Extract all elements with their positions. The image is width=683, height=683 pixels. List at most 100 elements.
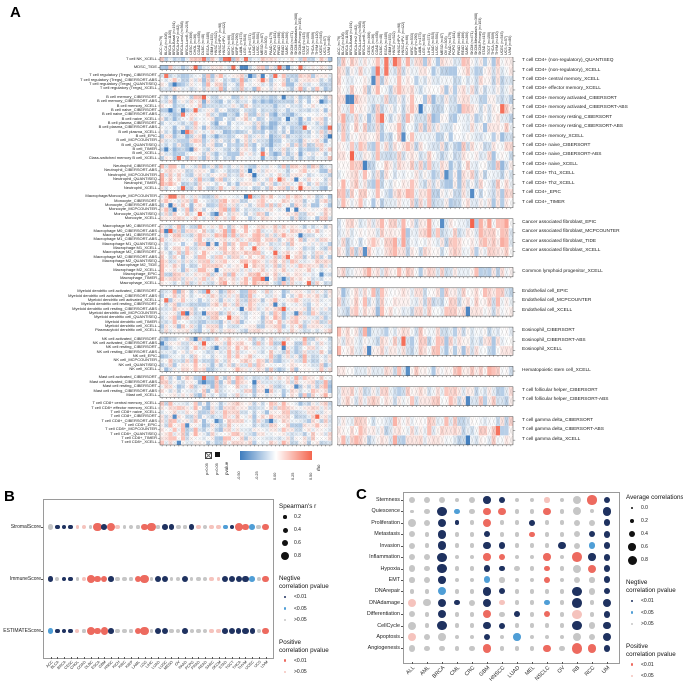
left-heatmap-row-label: B cell_XCELL — [132, 150, 157, 156]
panel-b-dot — [140, 574, 149, 584]
panel-c-dot — [424, 543, 430, 549]
panel-c-dot — [589, 509, 595, 514]
panel-c-dot — [423, 599, 431, 607]
panel-c-dot — [589, 577, 595, 583]
right-heatmap-row-label: T cell gamma delta_CIBERSORT-ABS — [522, 427, 604, 433]
panel-b-col-tick — [151, 657, 152, 659]
right-heatmap-row-label: Cancer associated fibroblast_MCPCOUNTER — [522, 229, 620, 235]
panel-c-dot — [454, 611, 460, 617]
panel-c-dot — [484, 531, 490, 538]
panel-b-col-tick — [158, 657, 159, 659]
panel-b-dot — [106, 522, 116, 532]
panel-c-dot — [573, 633, 581, 642]
panel-c-dot — [529, 519, 535, 526]
panel-c-size-legend-label: 0.4 — [641, 531, 648, 537]
panel-c-dot — [544, 623, 550, 628]
panel-b-dot — [101, 524, 108, 530]
panel-c-dot — [439, 645, 445, 652]
left-heatmap-row-label: T cell NK_XCELL — [125, 55, 157, 61]
pvalue-legend-title: pvalue — [224, 461, 229, 475]
panel-b-dot — [222, 575, 229, 583]
panel-b-size-legend-dot — [281, 539, 289, 547]
left-heatmap — [157, 57, 337, 453]
panel-c-neg-legend-dot — [630, 599, 634, 603]
panel-c-dot — [482, 518, 492, 528]
left-heatmap-row-label: Macrophage M2_TIDE — [116, 262, 157, 268]
panel-c-row-tick — [401, 500, 403, 501]
panel-c-size-legend-label: 0.2 — [641, 518, 648, 524]
right-heatmap-row-label: T cell CD4+ memory activated_CIBERSORT — [522, 95, 617, 101]
right-heatmap-row-label: T cell CD4+_TIMER — [522, 199, 565, 205]
panel-b-dot — [202, 524, 208, 530]
panel-b-dot — [134, 627, 142, 635]
panel-b-col-tick — [211, 657, 213, 659]
left-heatmap-row-label: Myeloid dendritic cell_TIMER — [105, 318, 157, 324]
panel-c-dot — [437, 609, 447, 619]
panel-c-dot — [483, 565, 491, 572]
panel-c-dot — [603, 565, 611, 572]
right-heatmap-row-label: T cell gamma delta_XCELL — [522, 436, 581, 442]
rho-colorbar-tick-label: 0.50 — [309, 472, 314, 480]
panel-c-dot — [603, 553, 611, 561]
panel-c-dot — [482, 609, 492, 619]
panel-b-dot — [222, 628, 228, 634]
left-heatmap-row-label: Plasmacytoid dendritic cell_XCELL — [94, 327, 157, 333]
panel-b-dot — [86, 575, 95, 583]
panel-c-dot — [514, 589, 520, 594]
panel-b-dot — [54, 628, 60, 634]
left-heatmap-row-label: B cell plasma_CIBERSORT-ABS — [98, 124, 157, 130]
panel-c-dot — [454, 566, 460, 571]
panel-c-dot — [529, 566, 535, 571]
panel-c-dot — [514, 520, 520, 526]
panel-c-dot — [498, 507, 506, 516]
panel-c-row-tick — [401, 648, 403, 650]
panel-c-dot — [514, 497, 520, 503]
panel-b-dot — [100, 627, 108, 635]
panel-b-dot — [222, 524, 228, 530]
panel-c-dot — [513, 633, 521, 641]
panel-b-col-tick — [124, 657, 126, 659]
left-heatmap-row-label: NK cell activated_CIBERSORT-ABS — [92, 340, 157, 345]
panel-c-dot — [424, 497, 430, 503]
panel-c-size-legend-dot — [629, 518, 635, 524]
panel-c-dot — [469, 623, 475, 628]
left-heatmap-column-label: UVM (n=80) — [327, 35, 332, 55]
panel-b-dot — [122, 576, 127, 582]
panel-c-dot — [544, 577, 550, 583]
panel-c-dot — [454, 554, 460, 560]
panel-c-dot — [572, 586, 582, 597]
panel-c-neg-legend-label: <0.01 — [641, 598, 654, 604]
panel-c-dot — [437, 621, 447, 631]
left-heatmap-row-label: T cell CD8+_TIMER — [121, 435, 157, 440]
left-heatmap-row-label: NK cell_QUANTISEQ — [118, 361, 157, 367]
panel-b-dot — [262, 523, 269, 531]
panel-b-dot — [129, 577, 133, 581]
panel-c-dot — [588, 531, 596, 538]
right-heatmap-row-label: T cell CD4+ effector memory_XCELL — [522, 86, 601, 92]
panel-b-dot — [228, 575, 235, 583]
panel-c-dot — [573, 531, 581, 538]
right-heatmap-row-label: T cell gamma delta_CIBERSORT — [522, 417, 594, 423]
panel-b-dot — [154, 627, 162, 635]
left-heatmap-row-label: Myeloid dendritic cell_MCPCOUNTER — [88, 309, 157, 315]
panel-c-size-legend-title: Average correlations — [626, 494, 683, 501]
panel-b-col-tick — [178, 657, 179, 659]
panel-c-dot — [529, 623, 535, 628]
panel-c-dot — [572, 552, 582, 562]
panel-c-plot-frame — [403, 492, 620, 664]
panel-b-dot — [256, 577, 261, 581]
panel-b-dot — [234, 522, 243, 532]
panel-c-dot — [469, 520, 475, 526]
panel-b-col-tick — [131, 657, 132, 659]
panel-c-pos-legend-label: <0.01 — [641, 661, 654, 668]
panel-c-dot — [438, 496, 446, 504]
panel-b-dot — [156, 525, 160, 529]
panel-c-dot — [529, 589, 535, 594]
panel-b-dot — [249, 628, 255, 634]
panel-b-dot — [203, 577, 207, 581]
panel-c-dot — [543, 644, 551, 653]
panel-b-dot — [149, 629, 153, 633]
panel-c-dot — [529, 577, 535, 583]
panel-b-pos-legend-label: <0.01 — [294, 657, 307, 664]
panel-c-dot — [603, 530, 611, 538]
